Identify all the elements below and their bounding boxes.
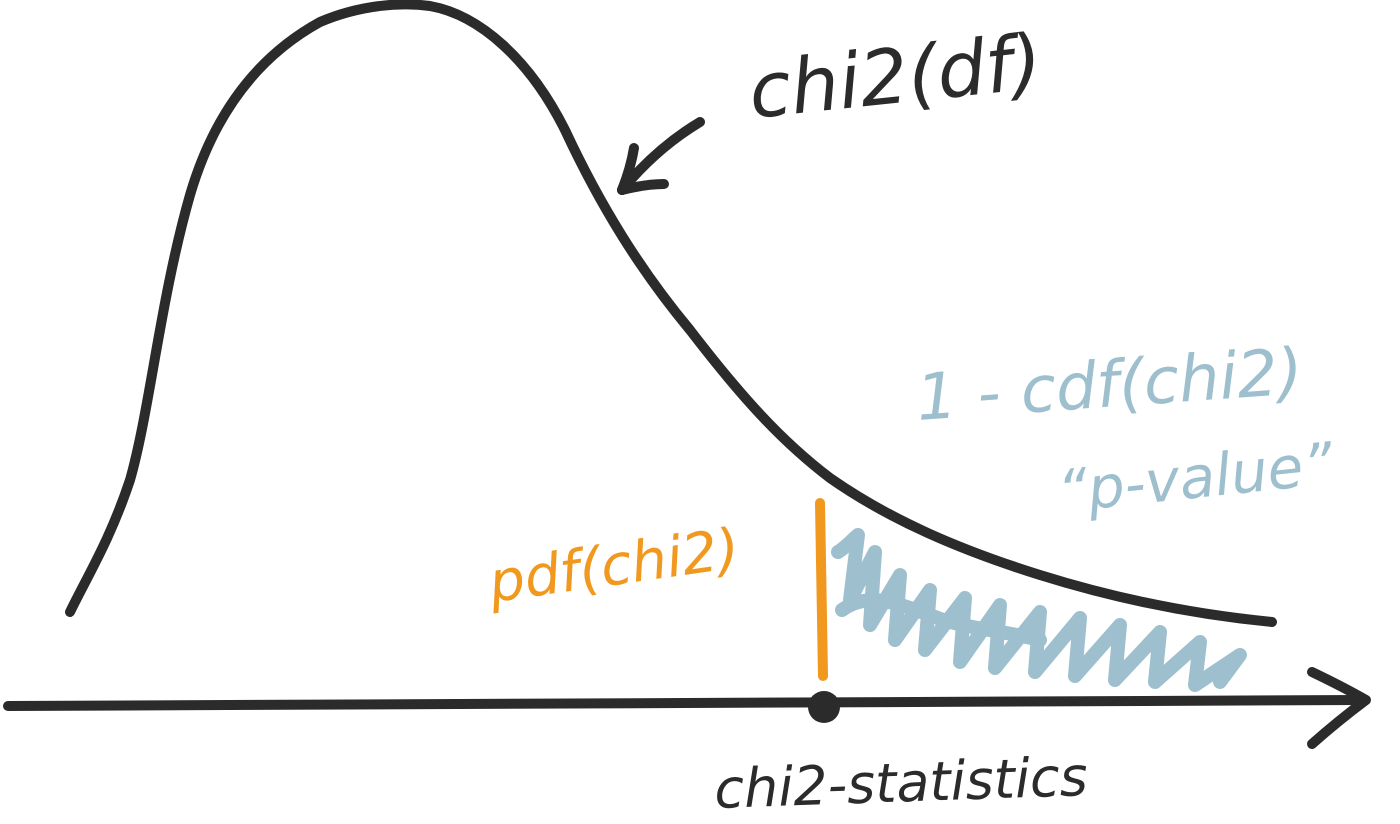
p-value-label: “p-value” (1054, 429, 1337, 526)
pdf-label: pdf(chi2) (484, 516, 744, 616)
curve-label: chi2(df) (745, 17, 1046, 136)
pdf-marker-line (820, 503, 823, 676)
curve-pointer-arrow (622, 122, 700, 190)
x-axis-label: chi2-statistics (713, 745, 1088, 821)
statistic-point (808, 691, 840, 723)
tail-formula-label: 1 - cdf(chi2) (914, 335, 1305, 436)
x-axis-arrowhead (1312, 672, 1366, 744)
